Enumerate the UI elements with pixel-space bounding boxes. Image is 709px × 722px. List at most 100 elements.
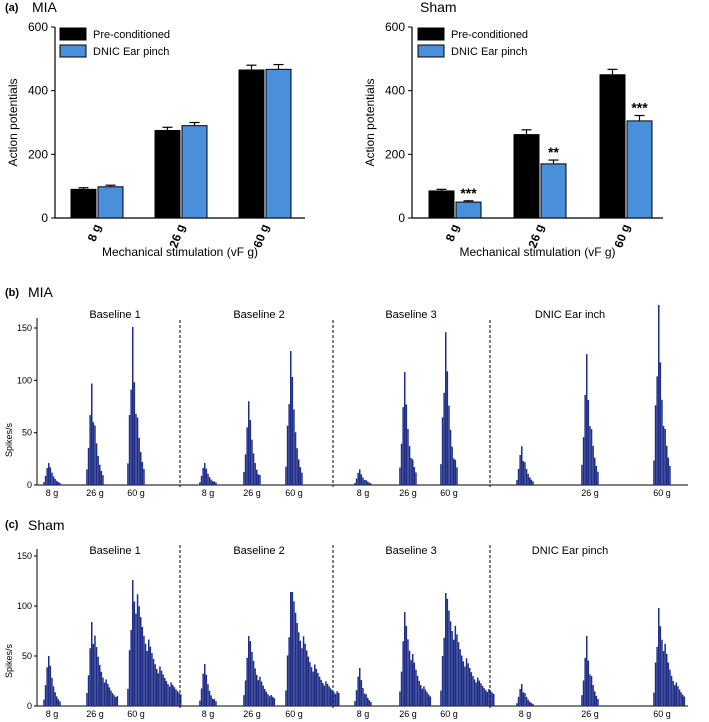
- histogram-bin: [301, 472, 303, 485]
- histogram-bin: [103, 682, 106, 706]
- histogram-bin: [666, 653, 668, 706]
- histogram-bin: [445, 332, 447, 485]
- histogram-bin: [248, 636, 250, 706]
- bar: [513, 134, 540, 219]
- histogram-bin: [176, 691, 179, 706]
- histogram-bin: [680, 692, 682, 706]
- histogram-bin: [658, 304, 660, 485]
- histogram-bin: [451, 446, 453, 485]
- stimulus-label: 8 g: [202, 488, 215, 498]
- histogram-bin: [446, 598, 449, 706]
- histogram-bin: [165, 681, 168, 706]
- histogram-bin: [483, 688, 485, 706]
- histogram-bin: [207, 473, 209, 485]
- stimulus-label: 60 g: [127, 709, 145, 719]
- histogram-bin: [594, 691, 596, 706]
- histogram-bin: [659, 626, 662, 706]
- histogram-bin: [286, 655, 289, 706]
- histogram-bin: [51, 472, 53, 485]
- histogram-bin: [672, 680, 674, 706]
- histogram-bin: [654, 405, 657, 485]
- histogram-bin: [148, 639, 150, 706]
- histogram-bin: [291, 377, 294, 485]
- histogram-bin: [664, 643, 666, 706]
- histogram-bin: [299, 640, 302, 706]
- histogram-bin: [89, 415, 91, 485]
- histogram-bin: [524, 462, 526, 485]
- x-tick-label: 8 g: [443, 222, 462, 243]
- bar: [599, 74, 626, 219]
- histogram-bin: [365, 694, 367, 706]
- histogram-bin: [519, 455, 521, 485]
- histogram-bin: [363, 693, 366, 706]
- histogram-bin: [407, 639, 409, 706]
- histogram-bin: [354, 701, 356, 706]
- histogram-bin: [595, 465, 598, 485]
- y-axis-label: Spikes/s: [4, 643, 14, 678]
- significance-label: ***: [631, 99, 648, 115]
- histogram-bin: [91, 383, 93, 485]
- histogram-bin: [323, 685, 326, 706]
- histogram-bin: [674, 685, 676, 706]
- histogram-bin: [156, 668, 158, 706]
- y-tick-label: 0: [398, 211, 405, 225]
- histogram-bin: [525, 469, 528, 485]
- histogram-bin: [162, 674, 164, 706]
- histogram-bin: [244, 680, 247, 706]
- histogram-bin: [405, 625, 408, 706]
- histogram-bin: [293, 409, 295, 485]
- histogram-bin: [270, 694, 272, 706]
- histogram-bin: [355, 690, 358, 706]
- bar: [428, 190, 455, 219]
- histogram-bin: [205, 468, 208, 485]
- histogram-bin: [582, 437, 585, 485]
- histogram-bin: [43, 699, 45, 706]
- histogram-bin: [399, 691, 401, 706]
- histogram-bin: [453, 639, 455, 706]
- bar: [154, 129, 181, 219]
- bar: [626, 120, 653, 219]
- histogram-bin: [428, 694, 430, 706]
- histogram-bin: [367, 481, 369, 485]
- histogram-bin: [589, 426, 591, 485]
- histogram-bin: [138, 606, 140, 706]
- histogram-bin: [212, 698, 214, 706]
- histogram-bin: [116, 695, 119, 706]
- histogram-bin: [654, 662, 657, 706]
- histogram-bin: [328, 686, 330, 706]
- y-axis-label: Action potentials: [6, 78, 20, 166]
- histogram-bin: [521, 446, 523, 485]
- histogram-bin: [413, 467, 416, 485]
- histogram-bin: [167, 683, 169, 706]
- segment-label: Baseline 3: [385, 545, 436, 557]
- panel-label: (a): [5, 2, 19, 14]
- histogram-bin: [86, 469, 88, 485]
- histogram-bin: [470, 672, 473, 706]
- histogram-bin: [677, 686, 679, 706]
- histogram-bin: [587, 399, 590, 485]
- histogram-bin: [669, 465, 671, 485]
- histogram-bin: [57, 699, 60, 706]
- histogram-bin: [208, 477, 211, 485]
- histogram-bin: [675, 682, 678, 706]
- histogram-bin: [664, 429, 666, 485]
- histogram-bin: [441, 417, 444, 485]
- histogram-bin: [443, 637, 445, 706]
- histogram-bin: [215, 482, 217, 485]
- histogram-bin: [254, 668, 256, 706]
- histogram-bin: [128, 415, 131, 485]
- histogram-bin: [113, 695, 115, 706]
- histogram-bin: [656, 646, 658, 706]
- y-tick-label: 50: [22, 651, 32, 661]
- histogram-bin: [210, 479, 212, 485]
- histogram-bin: [359, 668, 361, 706]
- histogram-bin: [359, 469, 361, 485]
- segment-label: DNIC Ear inch: [535, 309, 605, 321]
- histogram-bin: [368, 482, 371, 485]
- psth-sham: Sham 0 50 100 150 Spikes/s Baseline 1 8 g 26 g 60…: [4, 517, 688, 719]
- histogram-bin: [532, 481, 534, 485]
- histogram-bin: [653, 460, 655, 485]
- histogram-bin: [489, 690, 492, 706]
- histogram-bin: [443, 392, 445, 485]
